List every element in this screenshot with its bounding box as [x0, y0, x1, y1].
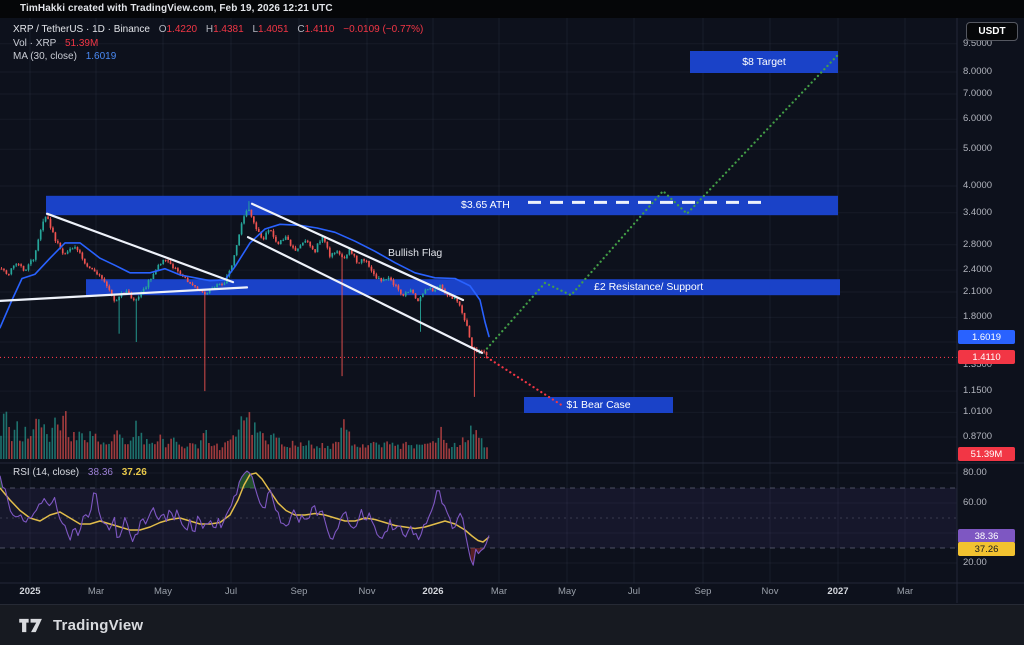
tradingview-logo-link[interactable]: TradingView: [18, 617, 143, 634]
attribution-text: TimHakki created with TradingView.com, F…: [20, 3, 333, 14]
tradingview-wordmark: TradingView: [53, 617, 144, 634]
flag-upper[interactable]: [250, 202, 465, 302]
currency-toggle-button[interactable]: USDT: [966, 22, 1018, 41]
attribution-bar: TimHakki created with TradingView.com, F…: [0, 0, 1024, 18]
annotation-box[interactable]: [690, 51, 838, 73]
triangle-lower[interactable]: [0, 286, 249, 302]
price-band[interactable]: [86, 279, 840, 296]
tradingview-logo-icon: [19, 618, 42, 633]
flag-lower[interactable]: [246, 236, 484, 354]
price-band[interactable]: [46, 195, 838, 216]
annotation-box[interactable]: [524, 397, 673, 413]
bottom-toolbar: TradingView: [0, 604, 1024, 645]
triangle-upper[interactable]: [45, 212, 235, 284]
